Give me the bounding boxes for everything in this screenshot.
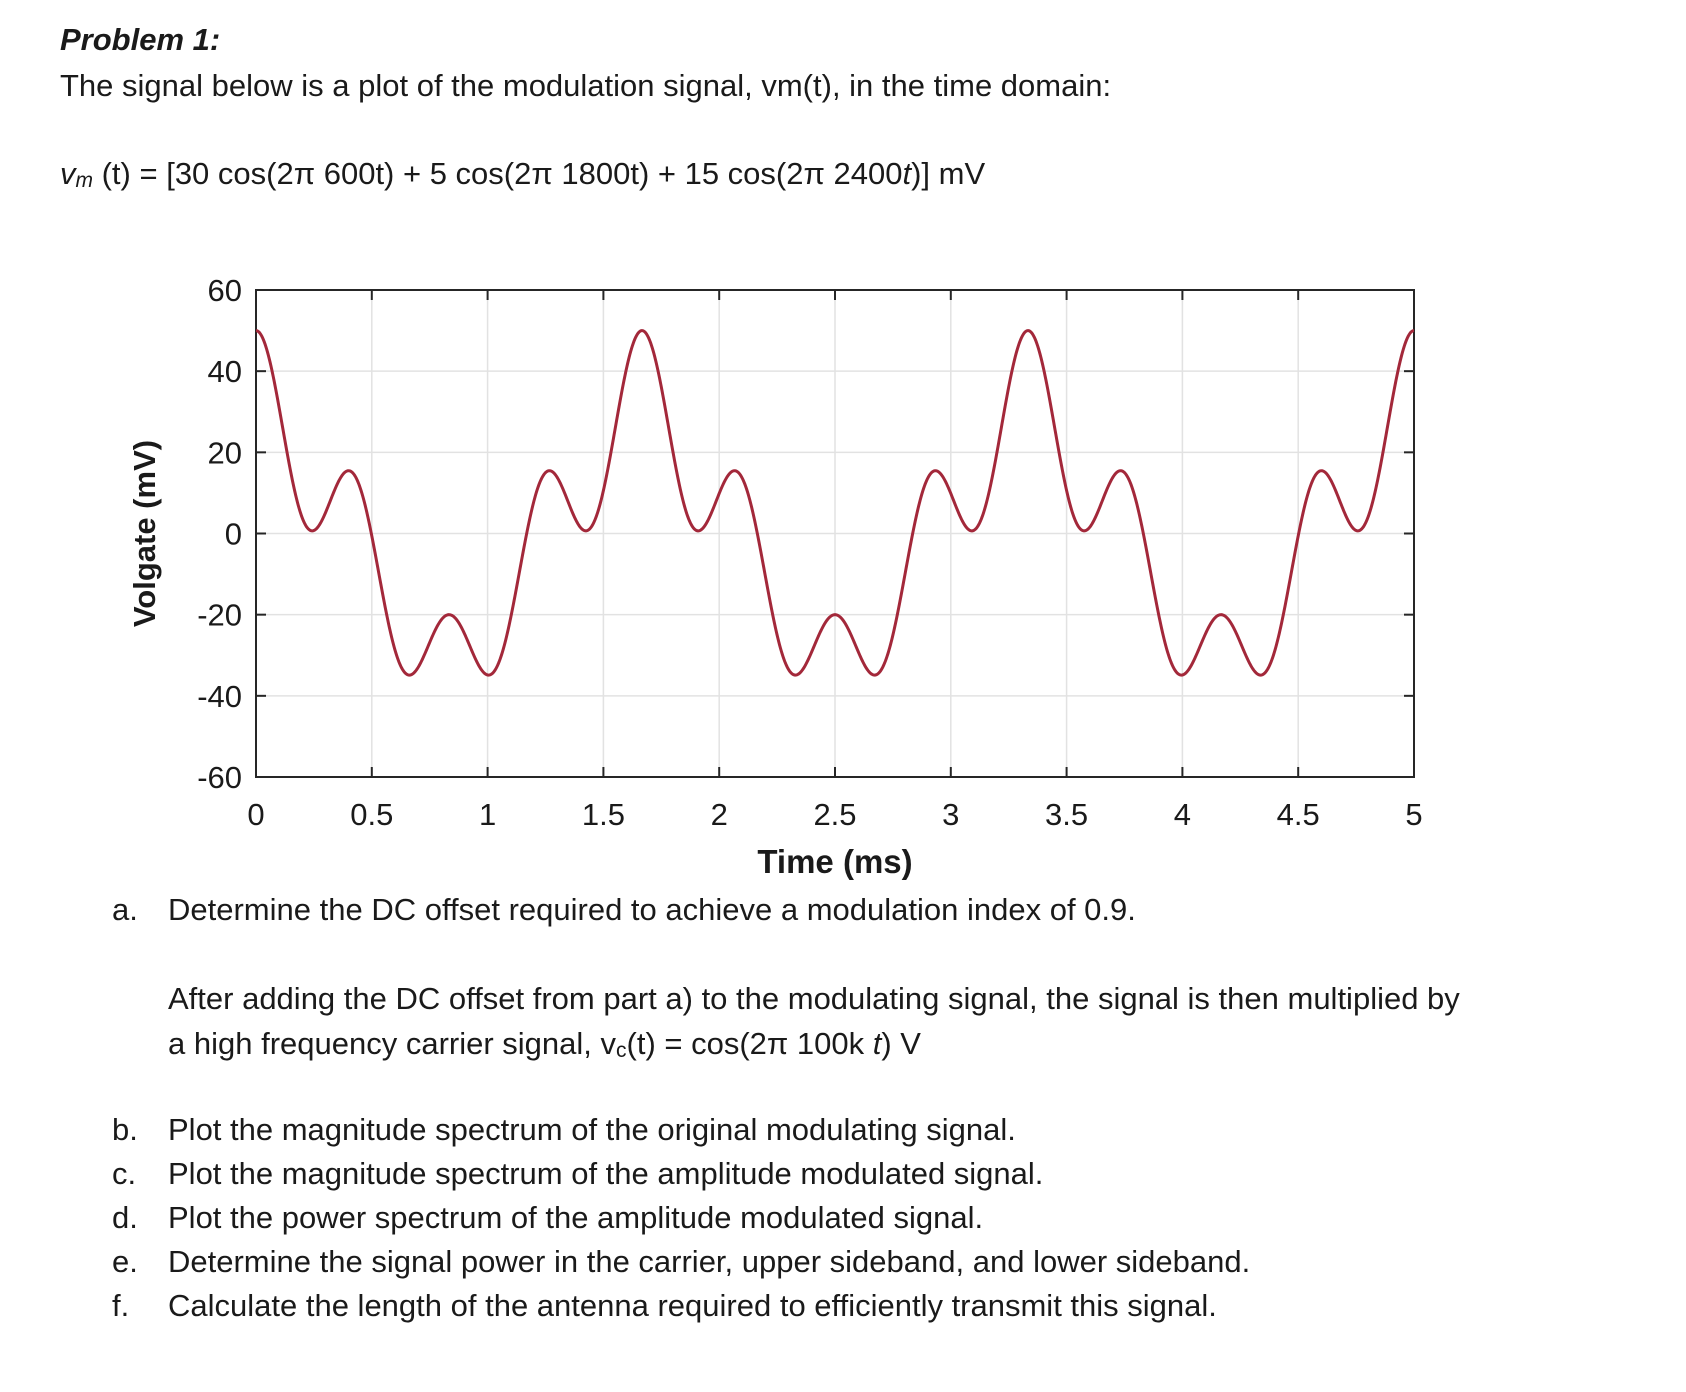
tick-labels: 0 0.5 1 1.5 2 2.5 3 3.5 4 4.5 5 60 40 20 0 -20 -40 -60 — [197, 273, 1422, 832]
eq-rhs-t: t — [902, 156, 912, 191]
question-e: e. Determine the signal power in the carr… — [112, 1244, 1250, 1280]
question-a: a. Determine the DC offset required to ac… — [112, 892, 1136, 928]
eq-lhs-t: (t) — [93, 156, 131, 191]
x-tick-label: 3.5 — [1045, 797, 1088, 832]
p2-pre: a high frequency carrier signal, v — [168, 1026, 617, 1061]
signal-line — [255, 329, 1415, 677]
x-tick-label: 1 — [479, 797, 496, 832]
p2-sub: c — [616, 1039, 627, 1062]
question-letter: e. — [112, 1244, 138, 1279]
eq-rhs-main: = [30 cos(2π 600t) + 5 cos(2π 1800t) + 1… — [130, 156, 903, 191]
x-tick-label: 2.5 — [813, 797, 856, 832]
question-text: Determine the signal power in the carrie… — [168, 1244, 1251, 1279]
intro-text: The signal below is a plot of the modula… — [60, 68, 1112, 103]
paragraph-line-1: After adding the DC offset from part a) … — [168, 981, 1460, 1016]
eq-lhs-v: v — [60, 156, 76, 191]
x-tick-label: 0.5 — [350, 797, 393, 832]
chart-ticks — [255, 289, 1415, 778]
question-text: Plot the magnitude spectrum of the origi… — [168, 1112, 1016, 1147]
x-tick-label: 1.5 — [582, 797, 625, 832]
y-tick-label: 60 — [208, 273, 242, 308]
signal-equation: vm (t) = [30 cos(2π 600t) + 5 cos(2π 180… — [60, 156, 985, 193]
question-letter: b. — [112, 1112, 138, 1147]
x-tick-label: 2 — [711, 797, 728, 832]
question-f: f. Calculate the length of the antenna re… — [112, 1288, 1217, 1324]
eq-lhs-sub: m — [75, 169, 94, 192]
eq-rhs-end: )] mV — [911, 156, 986, 191]
y-tick-label: 20 — [208, 435, 242, 470]
x-axis-label: Time (ms) — [757, 843, 912, 880]
time-domain-chart: 0 0.5 1 1.5 2 2.5 3 3.5 4 4.5 5 60 40 20 0 -20 -40 -60 Ti… — [127, 273, 1423, 880]
problem-title: Problem 1: — [60, 22, 221, 57]
y-tick-label: -60 — [197, 760, 242, 795]
p2-t: t — [872, 1026, 882, 1061]
y-axis-label: Volgate (mV) — [127, 440, 162, 627]
question-text: Plot the power spectrum of the amplitude… — [168, 1200, 984, 1235]
carrier-paragraph: After adding the DC offset from part a) … — [168, 976, 1460, 1073]
question-text: Calculate the length of the antenna requ… — [168, 1288, 1217, 1323]
question-text: Plot the magnitude spectrum of the ampli… — [168, 1156, 1044, 1191]
x-tick-label: 3 — [942, 797, 959, 832]
question-letter: d. — [112, 1200, 138, 1235]
paragraph-line-2: a high frequency carrier signal, vc(t) =… — [168, 1021, 1460, 1073]
question-text: Determine the DC offset required to achi… — [168, 892, 1136, 927]
y-tick-label: -20 — [197, 598, 242, 633]
question-letter: c. — [112, 1156, 137, 1191]
p2-end: ) V — [881, 1026, 921, 1061]
question-letter: a. — [112, 892, 138, 927]
y-tick-label: -40 — [197, 679, 242, 714]
x-tick-label: 4.5 — [1277, 797, 1320, 832]
x-tick-label: 4 — [1174, 797, 1191, 832]
x-tick-label: 0 — [247, 797, 264, 832]
chart-grid — [255, 289, 1415, 778]
question-c: c. Plot the magnitude spectrum of the amp… — [112, 1156, 1043, 1192]
p2-mid: (t) = cos(2π 100k — [626, 1026, 873, 1061]
question-letter: f. — [112, 1288, 130, 1323]
question-b: b. Plot the magnitude spectrum of the ori… — [112, 1112, 1016, 1148]
y-tick-label: 40 — [208, 354, 242, 389]
x-tick-label: 5 — [1405, 797, 1422, 832]
y-tick-label: 0 — [225, 517, 242, 552]
question-d: d. Plot the power spectrum of the amplitu… — [112, 1200, 983, 1236]
